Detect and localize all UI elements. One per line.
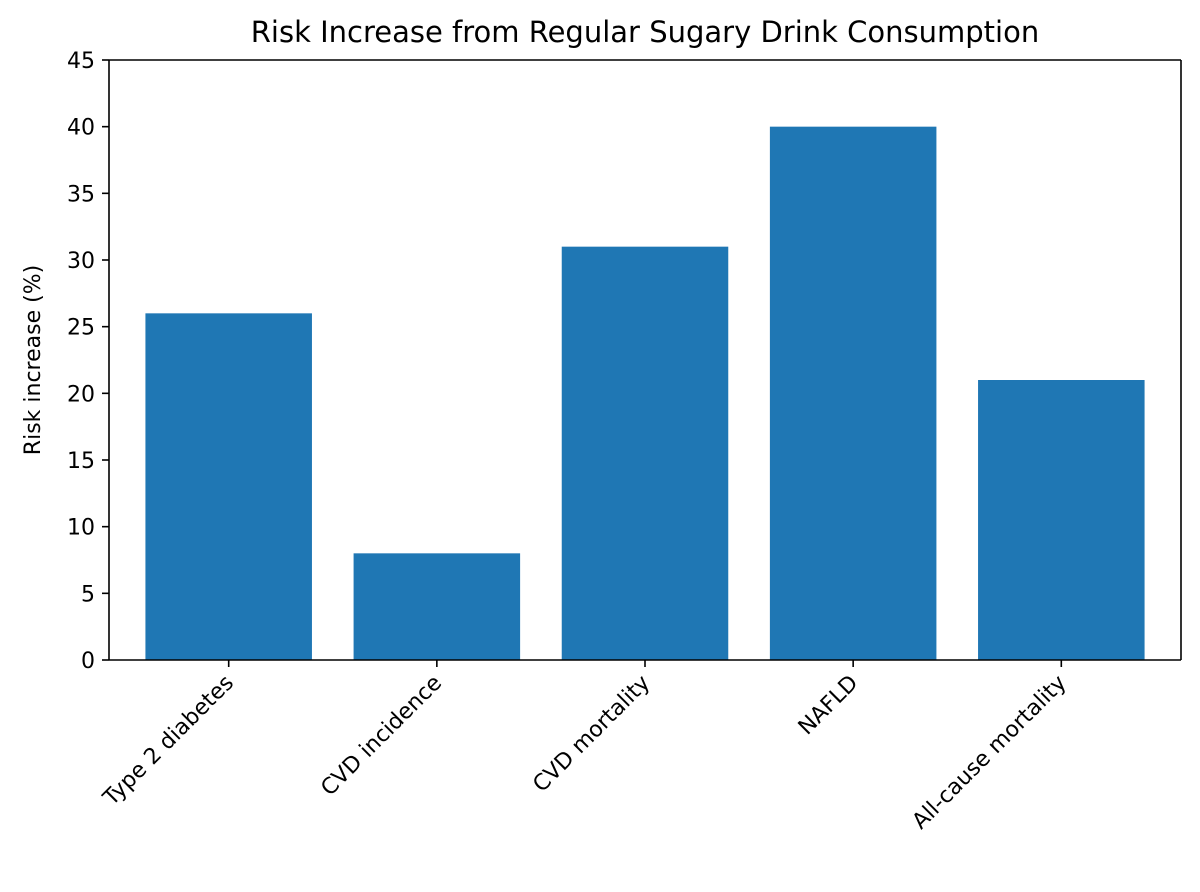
y-axis-label: Risk increase (%) [21,265,46,455]
x-tick-label-cvd-incidence: CVD incidence [316,671,447,802]
y-axis-ticks: 0 5 10 15 20 25 30 35 40 45 [67,49,109,674]
x-tick-label-nafld: NAFLD [794,671,864,741]
x-tick-label-type-2-diabetes: Type 2 diabetes [98,671,239,812]
y-tick-label: 10 [67,516,95,541]
bar-nafld [769,126,937,660]
y-tick-label: 15 [67,449,95,474]
x-tick-label-cvd-mortality: CVD mortality [528,671,655,798]
y-tick-label: 35 [67,182,95,207]
bars-group [145,126,1145,660]
bar-cvd-mortality [561,246,729,660]
y-tick-label: 40 [67,116,95,141]
x-tick-label-all-cause-mortality: All-cause mortality [908,671,1072,835]
chart-title: Risk Increase from Regular Sugary Drink … [251,15,1039,49]
y-tick-label: 5 [81,582,95,607]
y-tick-label: 0 [81,649,95,674]
y-tick-label: 25 [67,316,95,341]
plot-area: 0 5 10 15 20 25 30 35 40 45 Type 2 diabetes CVD in… [67,49,1182,835]
y-tick-label: 45 [67,49,95,74]
bar-type-2-diabetes [145,313,312,660]
bar-all-cause-mortality [978,380,1145,660]
y-tick-label: 30 [67,249,95,274]
bar-cvd-incidence [353,553,521,660]
x-axis-ticks: Type 2 diabetes CVD incidence CVD mortalit… [98,660,1072,835]
y-tick-label: 20 [67,382,95,407]
